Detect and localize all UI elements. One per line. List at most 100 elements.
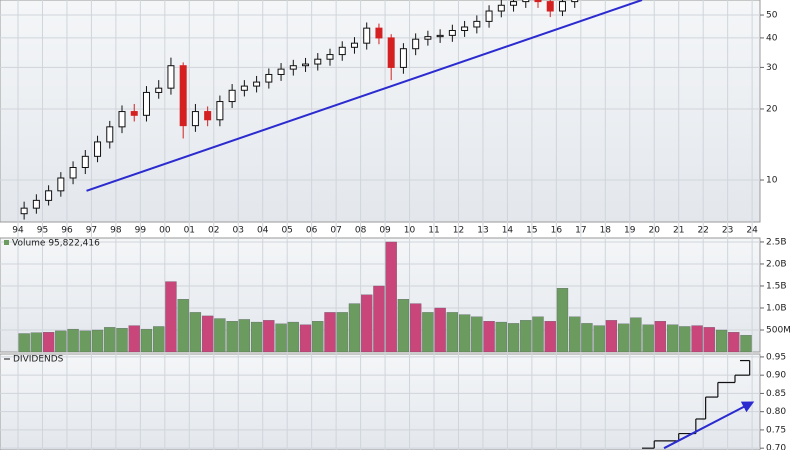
- volume-bar: [42, 332, 55, 352]
- volume-bar: [458, 314, 471, 352]
- x-tick-label: 03: [233, 226, 244, 236]
- volume-bar: [336, 312, 348, 352]
- candle-body: [461, 26, 469, 31]
- volume-bar: [422, 312, 434, 352]
- y-tick-label: 30: [766, 63, 778, 73]
- x-tick-label: 11: [428, 226, 439, 236]
- x-tick-label: 05: [281, 226, 292, 236]
- y-tick-label: 50: [766, 11, 778, 21]
- candle-body: [350, 42, 358, 48]
- volume-bar: [140, 328, 153, 352]
- candle-body: [338, 46, 346, 56]
- volume-bar: [165, 281, 177, 352]
- volume-label: Volume 95,822,416: [12, 239, 100, 249]
- volume-bar: [79, 330, 91, 352]
- candle-body: [485, 10, 493, 22]
- candle-body: [20, 207, 28, 215]
- candle-body: [155, 87, 163, 93]
- volume-bar: [410, 303, 422, 352]
- x-tick-label: 15: [526, 226, 537, 236]
- candle-body: [375, 27, 383, 39]
- x-tick-label: 07: [330, 226, 341, 236]
- y-tick-label: 20: [766, 104, 778, 114]
- candle-body: [571, 0, 579, 3]
- volume-bar: [214, 318, 226, 352]
- volume-bar: [189, 312, 202, 352]
- candle-body: [118, 111, 126, 128]
- candle-body: [302, 63, 310, 67]
- candle-body: [179, 65, 187, 127]
- volume-bar: [703, 327, 715, 352]
- volume-bar: [605, 320, 618, 352]
- candle-body: [473, 20, 481, 28]
- candle-body: [167, 65, 175, 89]
- volume-bar: [666, 324, 679, 352]
- volume-bar: [287, 321, 299, 352]
- y-tick-label: 1.0B: [766, 303, 787, 313]
- volume-bar: [348, 303, 361, 352]
- volume-bar: [153, 326, 165, 352]
- candle-body: [69, 166, 77, 179]
- volume-bar: [324, 312, 336, 352]
- dividend-trend-arrow: [663, 401, 755, 450]
- candle-body: [81, 155, 89, 168]
- y-tick-label: 0.90: [766, 371, 786, 381]
- candle-body: [412, 38, 420, 50]
- x-tick-label: 14: [502, 226, 514, 236]
- candle-body: [216, 101, 224, 121]
- x-tick-label: 12: [453, 226, 464, 236]
- volume-bar: [67, 328, 79, 352]
- volume-bar: [446, 312, 459, 352]
- y-tick-label: 2.5B: [766, 237, 787, 247]
- x-tick-label: 99: [135, 226, 147, 236]
- x-tick-label: 19: [624, 226, 636, 236]
- volume-bar: [116, 328, 128, 352]
- volume-bar: [581, 323, 593, 352]
- volume-bar: [361, 294, 373, 352]
- volume-bar: [740, 335, 752, 352]
- x-tick-label: 18: [600, 226, 612, 236]
- volume-bar: [373, 285, 385, 352]
- candle-body: [142, 91, 150, 116]
- trend-line: [86, 0, 643, 192]
- volume-bar: [434, 307, 446, 352]
- x-tick-label: 96: [61, 226, 73, 236]
- candle-body: [228, 89, 236, 103]
- volume-bar: [715, 329, 728, 352]
- candle-body: [522, 0, 530, 3]
- dividend-panel: [0, 353, 761, 450]
- x-tick-label: 24: [746, 226, 758, 236]
- candle-body: [314, 58, 322, 65]
- volume-bar: [728, 332, 740, 352]
- candle-body: [387, 37, 395, 68]
- y-tick-label: 40: [766, 33, 778, 43]
- volume-bar: [654, 321, 667, 352]
- volume-bar: [385, 241, 397, 352]
- x-tick-label: 06: [306, 226, 318, 236]
- volume-bar: [104, 327, 116, 352]
- x-tick-label: 00: [159, 226, 171, 236]
- volume-bar: [312, 321, 324, 352]
- volume-bar: [202, 315, 214, 352]
- candle-body: [265, 73, 273, 83]
- candle-body: [240, 85, 248, 91]
- candle-body: [534, 0, 542, 3]
- labels: Volume 95,822,416 DIVIDENDS 94 95 96 97 98 99…: [4, 11, 791, 450]
- grid: [0, 0, 760, 450]
- candle-body: [326, 54, 334, 60]
- candle-body: [94, 141, 102, 157]
- x-tick-label: 08: [355, 226, 367, 236]
- candle-body: [497, 4, 505, 12]
- y-tick-label: 0.80: [766, 407, 786, 417]
- candle-body: [436, 34, 444, 38]
- volume-bar: [556, 288, 569, 352]
- candle-body: [289, 65, 297, 70]
- candle-body: [277, 68, 285, 75]
- x-tick-label: 04: [257, 226, 269, 236]
- candle-body: [253, 81, 261, 87]
- y-tick-label: 0.85: [766, 389, 786, 399]
- y-tick-label: 0.75: [766, 425, 786, 435]
- y-tick-label: 2.0B: [766, 259, 787, 269]
